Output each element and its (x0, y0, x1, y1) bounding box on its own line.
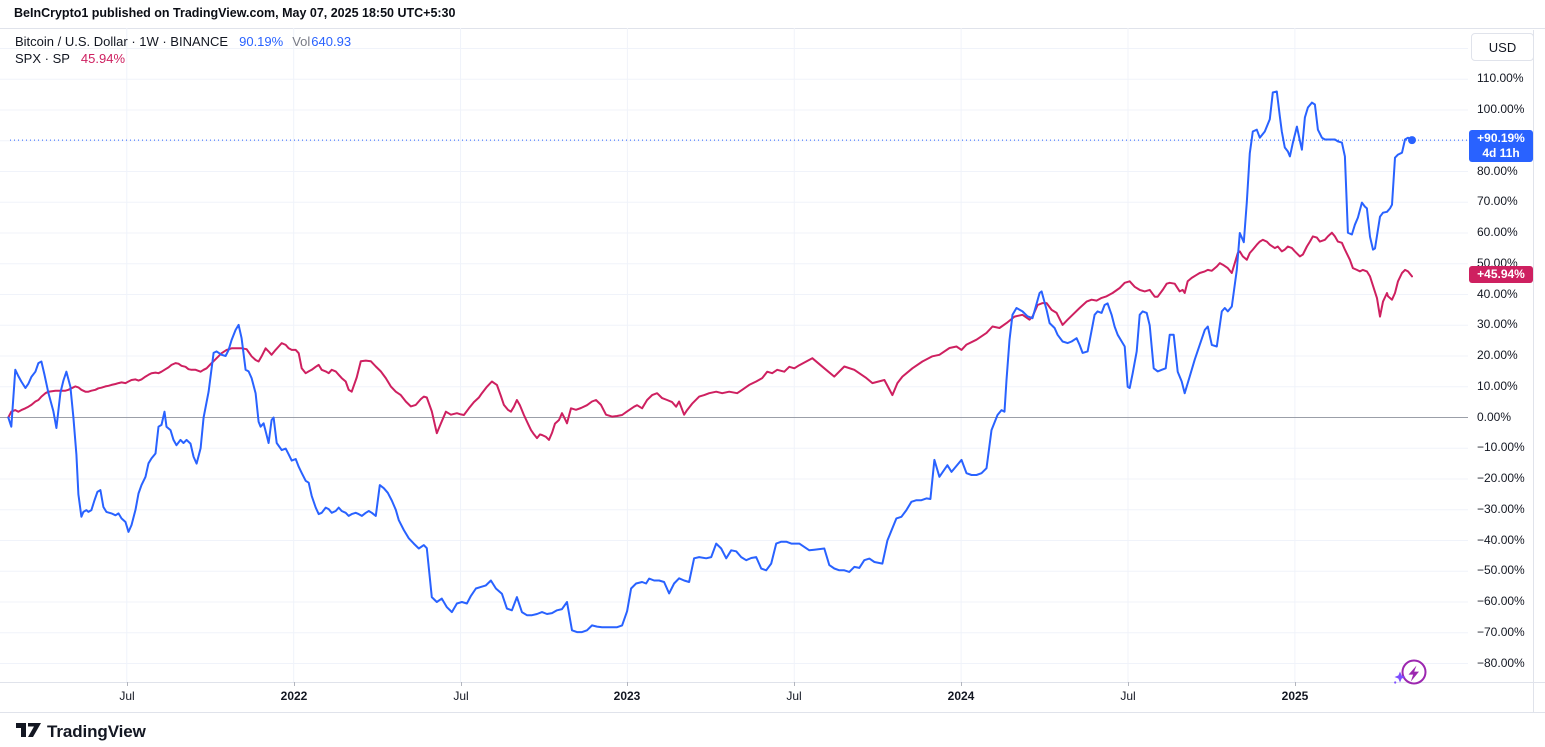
x-axis-tick-mark (1295, 682, 1296, 686)
badge-btc-countdown: 4d 11h (1482, 146, 1520, 160)
time-axis-bottom-border (0, 712, 1545, 713)
x-axis-tick-label: Jul (119, 689, 135, 703)
price-chart-canvas[interactable] (0, 28, 1545, 682)
y-axis-tick-label: −20.00% (1477, 471, 1525, 485)
y-axis-tick-label: 80.00% (1477, 163, 1518, 178)
x-axis-tick-label: 2024 (947, 689, 975, 703)
y-axis-tick-label: −50.00% (1477, 563, 1525, 578)
publish-attribution-line: BeInCrypto1 published on TradingView.com… (14, 6, 456, 20)
series-end-dot (1408, 136, 1416, 145)
x-axis-tick-label: 2022 (280, 689, 308, 703)
y-axis-tick-label: 70.00% (1477, 194, 1518, 209)
y-axis-tick-label: −70.00% (1477, 624, 1525, 639)
header-divider (0, 28, 1545, 29)
legend-change-value: 45.94% (80, 51, 126, 66)
x-axis-tick-mark (294, 682, 295, 686)
y-axis-tick-label: 110.00% (1477, 71, 1524, 86)
y-axis-tick-label: 20.00% (1477, 348, 1518, 362)
last-price-badge-btc[interactable]: +90.19% 4d 11h (1469, 130, 1533, 162)
time-axis-top-border (0, 682, 1545, 683)
badge-btc-change: +90.19% (1477, 131, 1525, 145)
currency-unit-button[interactable]: USD (1471, 33, 1534, 61)
x-axis-tick-label: 2025 (1281, 689, 1309, 703)
y-axis-tick-label: 60.00% (1477, 225, 1518, 239)
x-axis-tick-mark (794, 682, 795, 686)
y-axis-tick-label: 40.00% (1477, 286, 1518, 301)
axis-panel-right-border (1533, 30, 1534, 712)
y-axis-tick-label: −10.00% (1477, 440, 1525, 455)
y-axis-tick-label: −40.00% (1477, 532, 1525, 547)
y-axis-tick-label: −60.00% (1477, 594, 1525, 608)
y-axis-tick-label: 100.00% (1477, 102, 1525, 116)
x-axis-tick-mark (961, 682, 962, 686)
x-axis-tick-label: Jul (1120, 689, 1136, 703)
x-axis-tick-mark (627, 682, 628, 686)
tradingview-wordmark[interactable]: TradingView (47, 722, 146, 741)
y-axis-tick-label: 0.00% (1477, 409, 1512, 424)
lightning-flash-icon[interactable] (1392, 655, 1430, 691)
y-axis-tick-label: −80.00% (1477, 655, 1525, 670)
legend-symbol-title[interactable]: Bitcoin / U.S. Dollar · 1W · BINANCE (15, 34, 229, 49)
x-axis-tick-label: 2023 (613, 689, 641, 703)
last-price-badge-spx[interactable]: +45.94% (1469, 266, 1533, 283)
x-axis-tick-mark (461, 682, 462, 686)
volume-value: 640.93 (311, 34, 352, 49)
series-line (7, 90, 1413, 634)
legend-change-value: 90.19% (239, 34, 284, 49)
x-axis-tick-label: Jul (453, 689, 469, 703)
legend-symbol-title[interactable]: SPX · SP (15, 51, 70, 66)
volume-label: Vol (292, 34, 311, 49)
legend-item-btcusd[interactable]: Bitcoin / U.S. Dollar · 1W · BINANCE 90.1… (15, 34, 351, 49)
x-axis-tick-mark (1128, 682, 1129, 686)
y-axis-tick-label: −30.00% (1477, 501, 1525, 516)
x-axis-tick-label: Jul (786, 689, 802, 703)
x-axis-tick-mark (127, 682, 128, 686)
badge-spx-change: +45.94% (1477, 267, 1525, 281)
series-line (7, 231, 1413, 441)
y-axis-tick-label: 30.00% (1477, 317, 1518, 332)
tradingview-logo-icon[interactable] (16, 722, 43, 738)
legend-item-spx[interactable]: SPX · SP 45.94% (15, 51, 125, 66)
y-axis-tick-label: 10.00% (1477, 378, 1518, 393)
